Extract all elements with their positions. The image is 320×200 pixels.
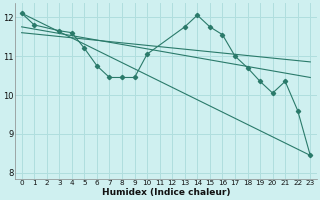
X-axis label: Humidex (Indice chaleur): Humidex (Indice chaleur) — [102, 188, 230, 197]
